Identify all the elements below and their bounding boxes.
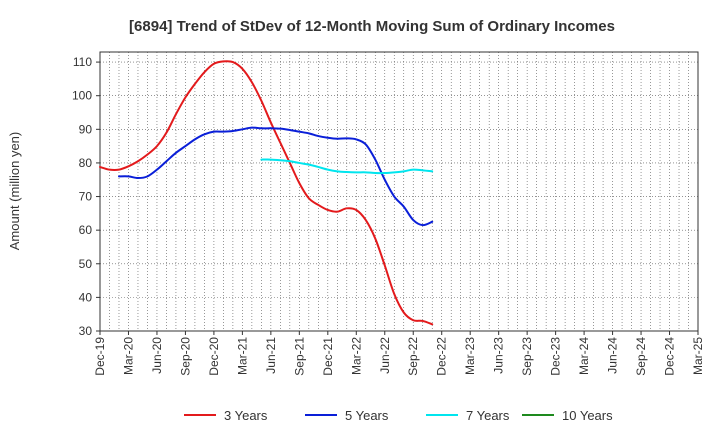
- axis-layer: 30 40 50 60 70 80 90 100 110 Dec-19 Mar-20 Jun-20 Se…: [72, 51, 705, 376]
- x-tick-label: Mar-24: [577, 337, 591, 375]
- x-tick-label: Sep-22: [406, 337, 420, 376]
- series-layer: [99, 60, 434, 326]
- legend-label-3-years: 3 Years: [224, 408, 268, 423]
- y-tick-label: 70: [79, 190, 93, 204]
- x-tick-label: Jun-24: [606, 337, 620, 374]
- legend-item-10-years: 10 Years: [522, 408, 613, 423]
- x-tick-label: Dec-20: [207, 337, 221, 376]
- chart-title: [6894] Trend of StDev of 12-Month Moving…: [129, 18, 615, 35]
- legend-item-5-years: 5 Years: [305, 408, 389, 423]
- legend-label-10-years: 10 Years: [562, 408, 613, 423]
- x-tick-label: Dec-23: [549, 337, 563, 376]
- x-tick-label: Dec-24: [663, 337, 677, 376]
- legend-label-5-years: 5 Years: [345, 408, 389, 423]
- y-tick-label: 110: [73, 55, 92, 69]
- x-tick-label: Dec-19: [93, 337, 107, 376]
- x-tick-label: Mar-20: [121, 337, 135, 375]
- x-tick-label: Jun-22: [378, 337, 392, 374]
- y-tick-label: 50: [79, 257, 93, 271]
- x-tick-label: Sep-23: [520, 337, 534, 376]
- y-tick-label: 30: [79, 324, 93, 338]
- y-tick-label: 90: [79, 122, 93, 136]
- x-tick-label: Mar-21: [235, 337, 249, 375]
- x-tick-label: Mar-22: [349, 337, 363, 375]
- x-tick-label: Mar-25: [691, 337, 705, 375]
- series-line-3-years: [99, 60, 434, 326]
- x-tick-label: Dec-21: [321, 337, 335, 376]
- x-tick-label: Jun-20: [150, 337, 164, 374]
- y-tick-label: 100: [72, 89, 92, 103]
- y-tick-label: 40: [79, 290, 93, 304]
- series-line-7-years: [260, 158, 434, 175]
- x-tick-label: Jun-23: [492, 337, 506, 374]
- x-tick-label: Jun-21: [264, 337, 278, 374]
- legend-item-3-years: 3 Years: [184, 408, 268, 423]
- x-tick-label: Sep-24: [634, 337, 648, 376]
- legend: 3 Years 5 Years 7 Years 10 Years: [184, 408, 613, 423]
- x-tick-label: Sep-21: [292, 337, 306, 376]
- x-tick-label: Sep-20: [178, 337, 192, 376]
- legend-item-7-years: 7 Years: [426, 408, 510, 423]
- series-line-5-years: [117, 126, 434, 227]
- x-tick-label: Mar-23: [463, 337, 477, 375]
- plot-frame: [99, 51, 699, 332]
- y-tick-label: 60: [79, 223, 93, 237]
- x-tick-label: Dec-22: [435, 337, 449, 376]
- y-tick-label: 80: [79, 156, 93, 170]
- legend-label-7-years: 7 Years: [466, 408, 510, 423]
- y-axis-label: Amount (million yen): [7, 132, 22, 251]
